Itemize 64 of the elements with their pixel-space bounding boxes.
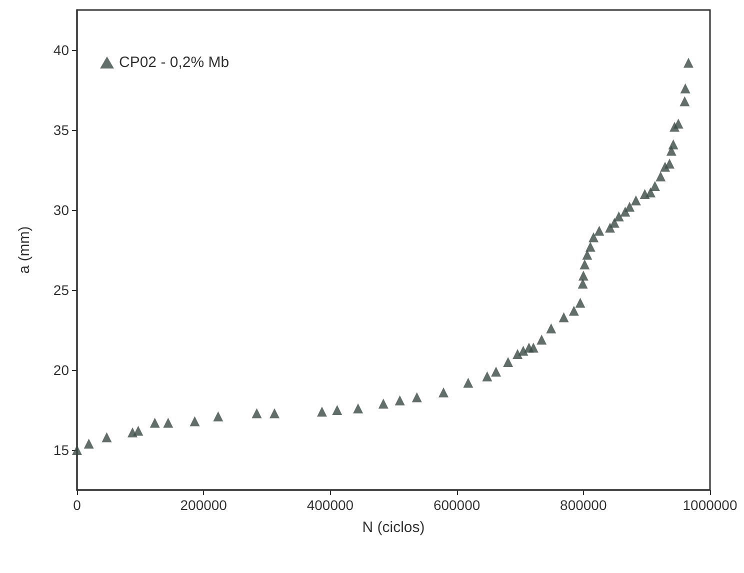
y-axis-title: a (mm) — [16, 226, 33, 274]
point — [332, 405, 342, 415]
point — [614, 211, 624, 222]
point — [72, 445, 82, 455]
point — [463, 378, 474, 388]
point — [680, 96, 690, 106]
y-tick-label: 30 — [53, 202, 70, 218]
point — [546, 323, 556, 334]
point — [594, 226, 604, 236]
point — [585, 242, 596, 252]
point — [213, 411, 224, 422]
point — [84, 438, 94, 449]
x-axis-title: N (ciclos) — [362, 519, 425, 536]
x-tick-label: 800000 — [560, 497, 607, 513]
point — [252, 408, 262, 418]
point — [624, 202, 635, 212]
point — [650, 181, 660, 191]
point — [582, 250, 592, 260]
point — [646, 187, 656, 198]
point — [683, 58, 694, 68]
point — [680, 83, 690, 94]
point — [438, 387, 449, 398]
point — [558, 312, 569, 322]
point — [630, 195, 641, 206]
point — [394, 395, 405, 406]
x-tick-label: 0 — [73, 497, 82, 513]
point — [578, 278, 588, 289]
point — [412, 392, 422, 402]
y-tick-label: 35 — [53, 122, 70, 138]
point — [673, 118, 684, 129]
point — [668, 139, 678, 150]
point — [518, 346, 528, 356]
y-tick-label: 25 — [53, 282, 70, 298]
point — [190, 416, 200, 426]
point — [482, 371, 492, 382]
point — [536, 334, 547, 345]
point — [102, 432, 112, 442]
point — [575, 298, 586, 308]
point — [353, 403, 364, 414]
point — [491, 366, 502, 377]
point — [580, 259, 590, 270]
point — [269, 408, 280, 418]
point — [656, 171, 666, 182]
x-tick-label: 200000 — [180, 497, 228, 513]
y-tick-label: 15 — [53, 442, 70, 458]
y-tick-label: 20 — [53, 362, 70, 378]
point — [578, 270, 588, 281]
x-tick-label: 1000000 — [682, 497, 738, 513]
point — [664, 158, 674, 169]
point — [316, 406, 327, 417]
point — [609, 218, 620, 228]
point — [378, 398, 388, 409]
point — [133, 426, 144, 436]
point — [528, 342, 538, 353]
point — [150, 418, 160, 428]
point — [512, 349, 523, 359]
legend-label: CP02 - 0,2% Mb — [119, 54, 230, 71]
point — [503, 357, 514, 367]
point — [568, 306, 579, 316]
x-tick-label: 600000 — [433, 497, 480, 513]
point — [163, 418, 174, 428]
point — [588, 232, 599, 242]
x-tick-label: 400000 — [306, 497, 354, 513]
y-tick-label: 40 — [53, 42, 70, 58]
